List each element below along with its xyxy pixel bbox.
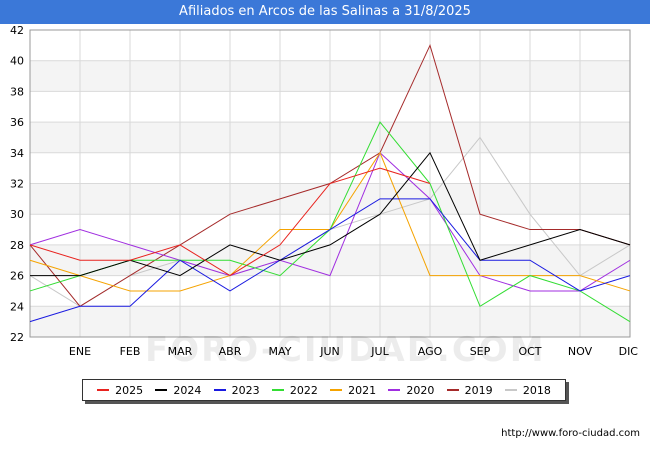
series-line-2025 <box>29 167 431 277</box>
plot-frame <box>29 29 631 338</box>
y-axis-ticks: 22 24 26 28 30 32 34 36 38 40 42 <box>10 24 24 344</box>
legend-label: 2022 <box>289 383 318 397</box>
legend-swatch <box>213 389 226 391</box>
legend-label: 2025 <box>115 383 144 397</box>
x-tick-label: MAR <box>168 345 193 358</box>
legend-swatch <box>330 389 343 391</box>
y-tick-label: 34 <box>10 147 24 160</box>
plot-area-border <box>29 29 631 338</box>
y-tick-label: 42 <box>10 24 24 37</box>
legend-swatch <box>388 389 401 391</box>
legend-item-2021: 2021 <box>330 384 376 397</box>
series-line-2020 <box>29 151 631 292</box>
x-tick-label: ABR <box>219 345 242 358</box>
legend-item-2018: 2018 <box>504 383 551 397</box>
watermark: FORO-CIUDAD.COM <box>145 330 546 370</box>
legend-swatch <box>155 389 168 391</box>
series-line-2023 <box>29 198 631 323</box>
x-tick-label: SEP <box>470 345 491 358</box>
x-tick-label: MAY <box>269 345 292 358</box>
legend-label: 2023 <box>231 383 260 397</box>
chart-legend: 2025 2024 2023 2022 2021 2020 2019 2018 <box>82 379 566 401</box>
legend-label: 2021 <box>348 383 377 397</box>
y-tick-label: 24 <box>10 300 24 313</box>
legend-swatch <box>504 389 517 391</box>
y-tick-label: 28 <box>10 239 24 252</box>
y-tick-label: 22 <box>10 331 24 344</box>
legend-item-2019: 2019 <box>446 383 493 397</box>
legend-label: 2018 <box>522 383 551 397</box>
x-axis-ticks: ENE FEB MAR ABR MAY JUN JUL AGO SEP OCT NOV DIC <box>69 345 638 358</box>
legend-label: 2020 <box>406 383 435 397</box>
legend-item-2023: 2023 <box>213 383 260 397</box>
legend-swatch <box>97 389 110 391</box>
footer-url[interactable]: http://www.foro-ciudad.com <box>501 428 640 439</box>
y-tick-label: 40 <box>10 55 24 68</box>
legend-item-2020: 2020 <box>388 384 434 397</box>
x-tick-label: JUL <box>370 345 389 358</box>
y-tick-label: 36 <box>10 116 24 129</box>
legend-label: 2024 <box>173 383 202 397</box>
x-tick-label: AGO <box>418 345 443 358</box>
x-tick-label: FEB <box>120 345 141 358</box>
legend-item-2024: 2024 <box>155 384 201 397</box>
x-tick-label: ENE <box>69 345 91 358</box>
y-tick-label: 30 <box>10 208 24 221</box>
y-tick-label: 26 <box>10 270 24 283</box>
legend-swatch <box>271 389 284 391</box>
legend-item-2025: 2025 <box>97 384 143 397</box>
x-tick-label: JUN <box>319 345 340 358</box>
series-lines <box>29 43 631 323</box>
chart-title: Afiliados en Arcos de las Salinas a 31/8… <box>0 0 650 24</box>
x-tick-label: NOV <box>568 345 593 358</box>
legend-swatch <box>446 389 459 391</box>
legend-label: 2019 <box>464 383 493 397</box>
y-tick-label: 38 <box>10 85 24 98</box>
x-tick-label: DIC <box>619 345 639 358</box>
y-tick-label: 32 <box>10 178 24 191</box>
legend-item-2022: 2022 <box>271 383 318 397</box>
x-tick-label: OCT <box>518 345 541 358</box>
